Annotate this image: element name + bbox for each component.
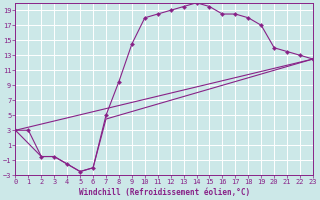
X-axis label: Windchill (Refroidissement éolien,°C): Windchill (Refroidissement éolien,°C) xyxy=(79,188,250,197)
